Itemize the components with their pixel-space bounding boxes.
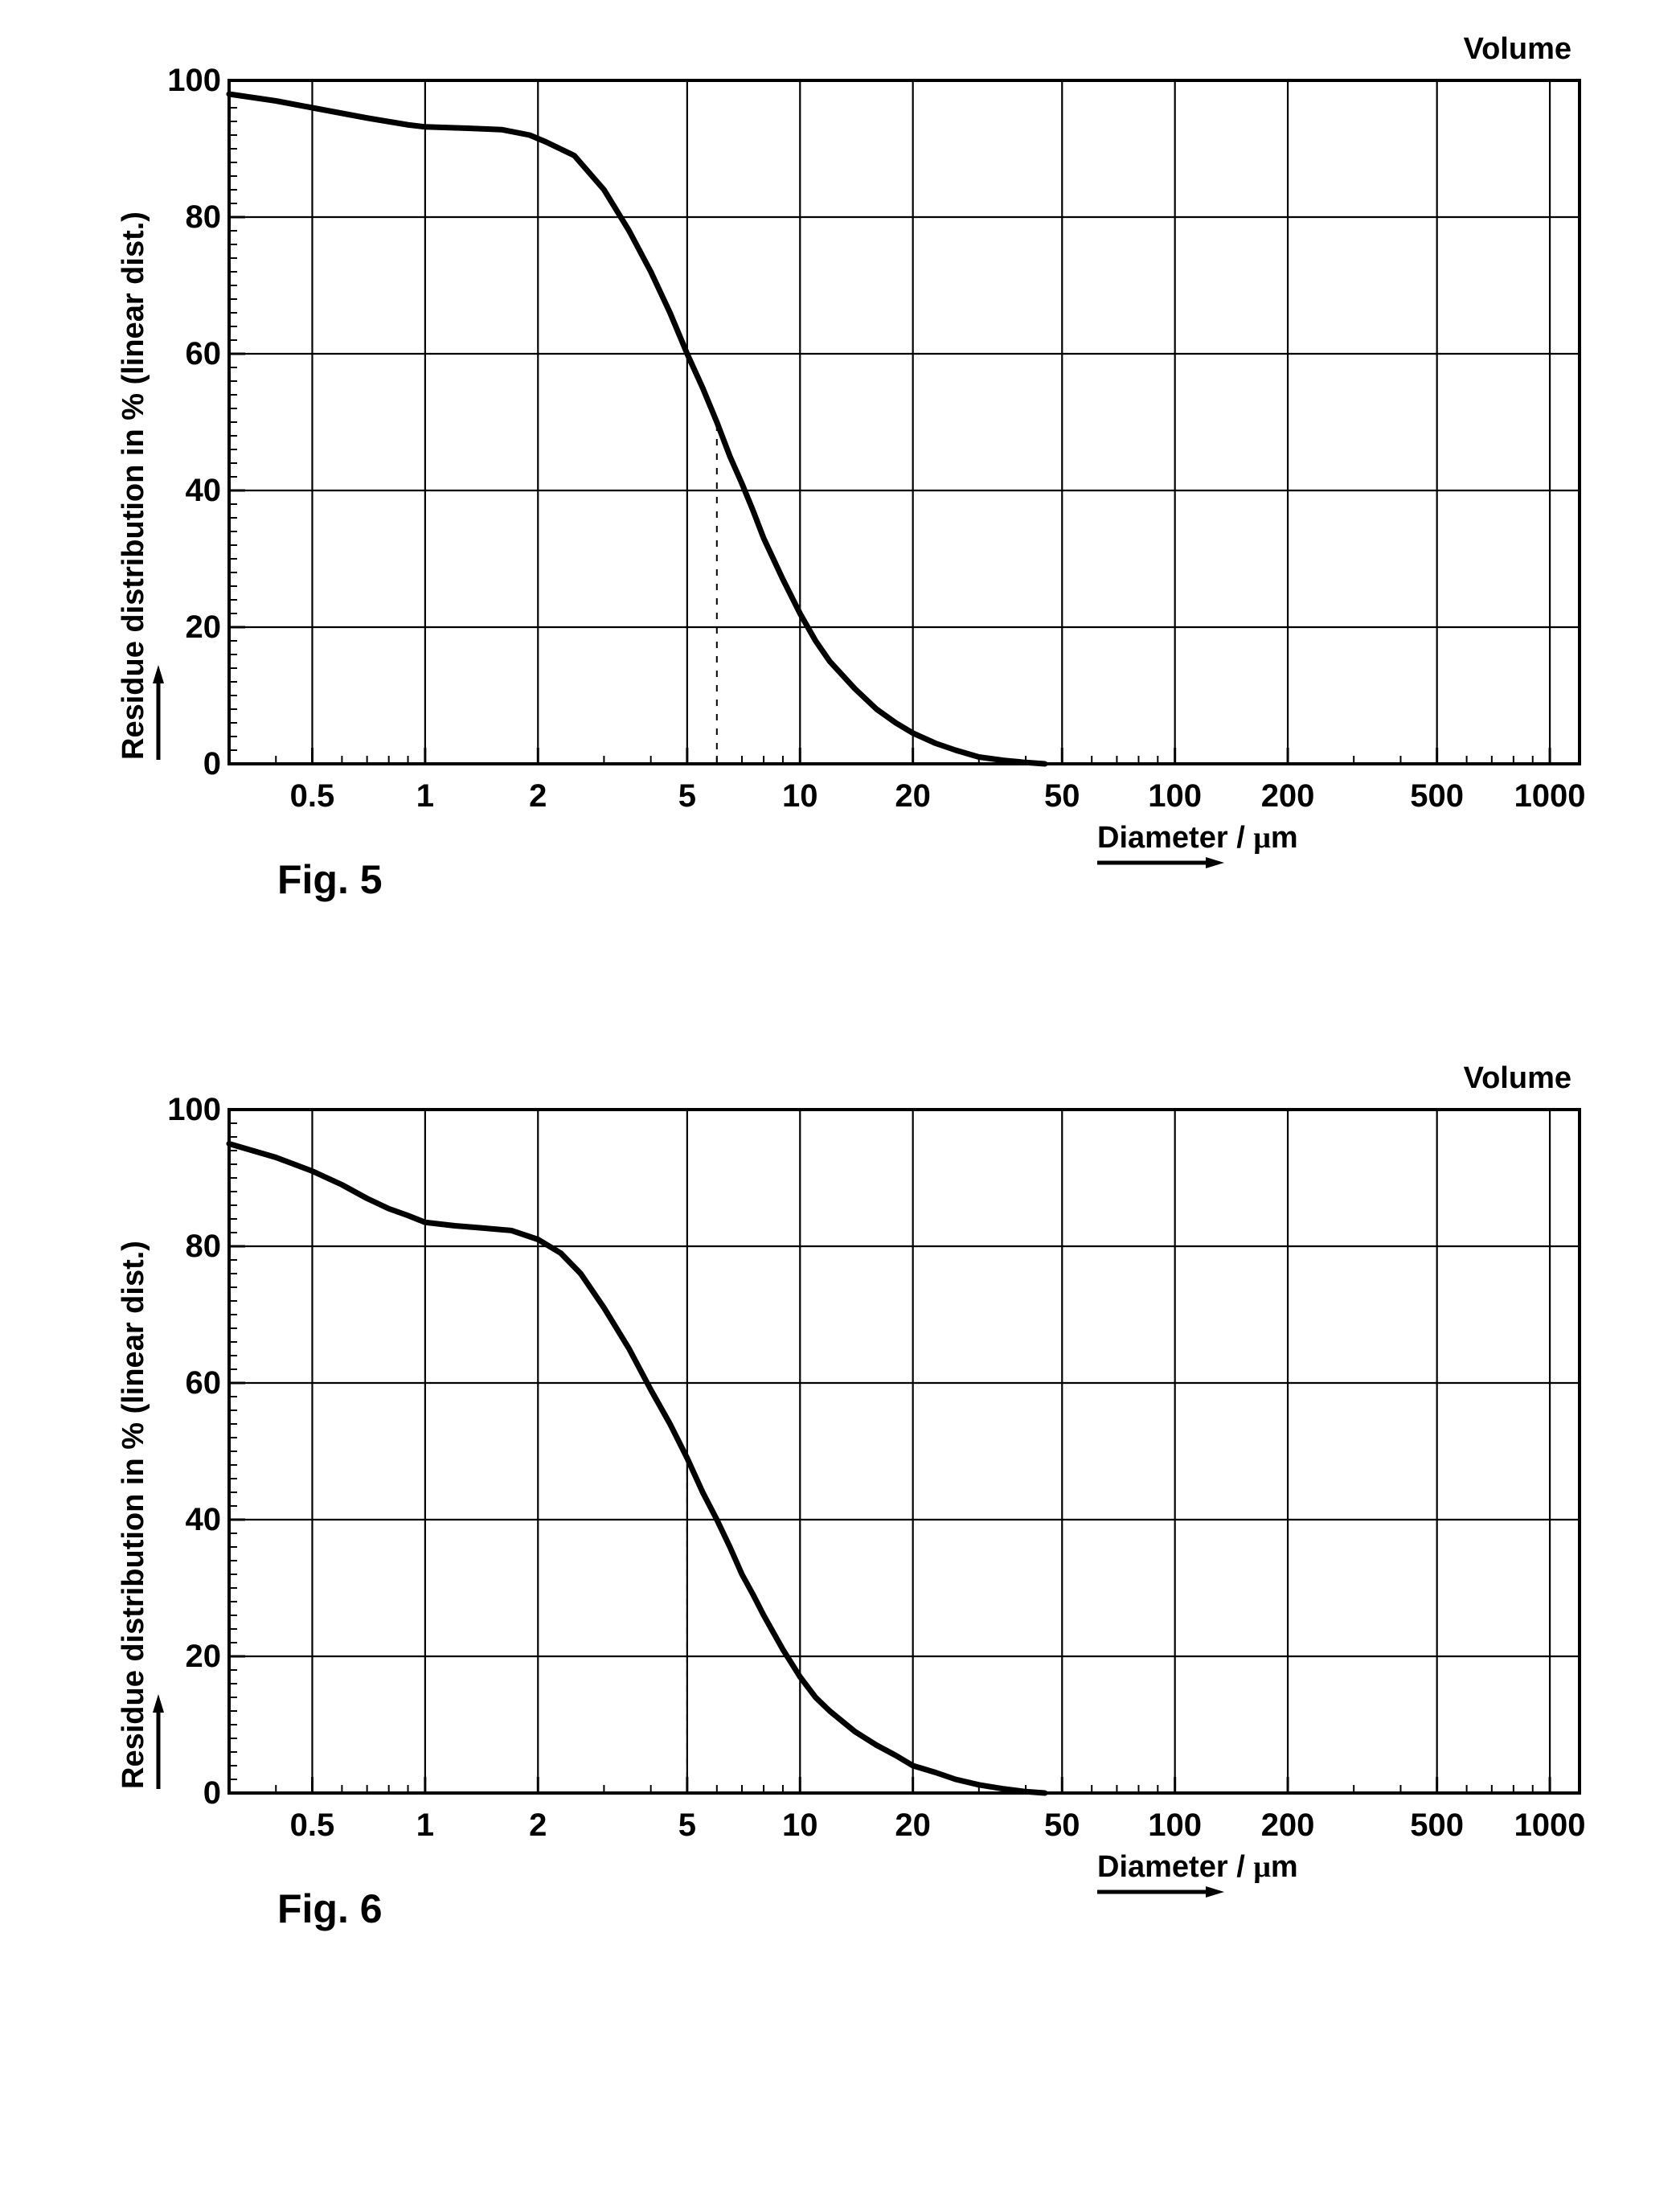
chart-fig5: VolumeResidue distribution in % (linear … xyxy=(76,32,1604,949)
x-axis-label: Diameter / μm xyxy=(1097,820,1315,870)
figure-caption: Fig. 6 xyxy=(277,1885,383,1932)
x-axis-label: Diameter / μm xyxy=(1097,1849,1315,1899)
xlabel-text: Diameter / μm xyxy=(1097,1850,1298,1884)
chart-fig6: VolumeResidue distribution in % (linear … xyxy=(76,1061,1604,1978)
figure-caption: Fig. 5 xyxy=(277,856,383,903)
plot-area xyxy=(76,32,1604,804)
plot-area xyxy=(76,1061,1604,1833)
xlabel-text: Diameter / μm xyxy=(1097,821,1298,855)
